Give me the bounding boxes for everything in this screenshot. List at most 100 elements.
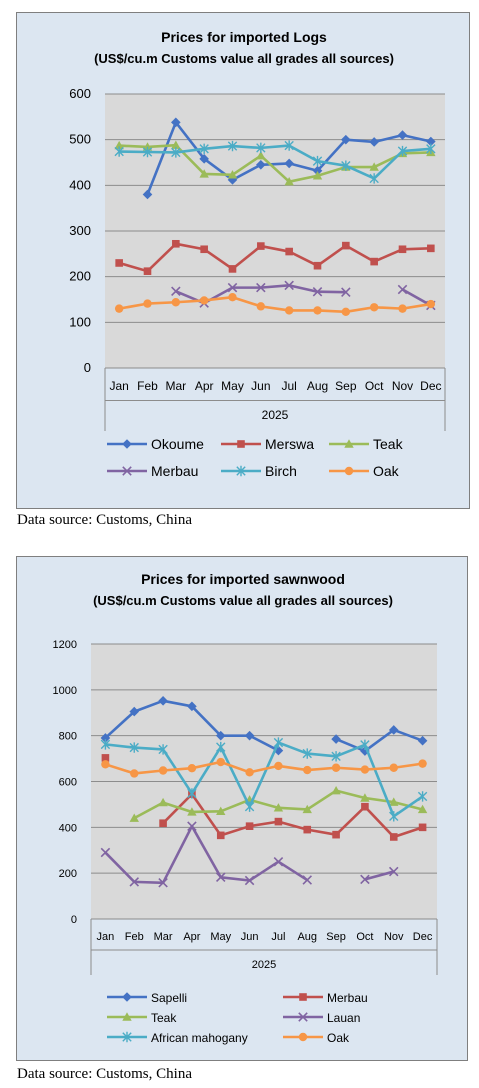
x-tick-label: May [210, 931, 231, 943]
data-point [426, 299, 436, 309]
logs-chart-panel: Prices for imported Logs (US$/cu.m Custom… [16, 12, 470, 509]
legend-entry: African mahogany [107, 1031, 248, 1045]
legend-label: Oak [327, 1031, 350, 1045]
data-point [115, 259, 123, 267]
data-point [342, 241, 350, 250]
data-point [100, 847, 111, 858]
legend-label: Merbau [151, 463, 198, 479]
data-point [388, 866, 399, 877]
data-point [114, 304, 124, 313]
legend-entry: Oak [283, 1031, 350, 1045]
x-tick-label: Jan [97, 931, 115, 943]
data-point [302, 804, 312, 814]
data-point [216, 757, 225, 767]
data-point [273, 803, 284, 812]
series-line [105, 741, 424, 818]
x-tick-label: Mar [165, 379, 186, 393]
data-point [244, 875, 255, 886]
x-tick-label: Aug [297, 931, 317, 943]
legend-marker [298, 1012, 308, 1022]
legend-marker [122, 439, 132, 449]
series-african-mahogany [100, 737, 428, 822]
data-point [312, 165, 323, 176]
series-line [118, 242, 431, 273]
data-point [274, 817, 283, 826]
x-tick-label: Dec [420, 379, 441, 393]
sawnwood-chart: Prices for imported sawnwood (US$/cu.m Cu… [53, 571, 438, 1045]
x-tick-label: Sep [326, 931, 346, 943]
data-point [389, 833, 398, 841]
x-tick-label: Jul [271, 931, 285, 943]
series-birch [114, 140, 436, 184]
legend-label: Lauan [327, 1011, 360, 1025]
series-line [401, 288, 432, 307]
data-point [200, 245, 208, 254]
series-line [105, 760, 423, 775]
data-point [370, 257, 378, 266]
x-tick-label: May [221, 379, 244, 393]
series-merswa [115, 239, 435, 275]
data-point [369, 137, 379, 147]
legend-entry: Oak [329, 463, 400, 479]
x-tick-label: Jan [109, 379, 128, 393]
data-point [101, 760, 110, 769]
data-point [312, 155, 323, 167]
legend-marker [344, 439, 354, 448]
data-point [129, 877, 140, 887]
data-point [215, 730, 226, 741]
data-point [171, 117, 181, 128]
data-point [418, 759, 427, 768]
data-point [199, 296, 209, 305]
y-tick-label: 200 [69, 269, 91, 284]
y-tick-label: 1000 [53, 685, 77, 697]
legend-entry: Birch [221, 463, 297, 479]
data-point [303, 765, 312, 775]
x-tick-label: Feb [137, 379, 158, 393]
data-point [215, 872, 226, 883]
x-tick-label: Nov [384, 931, 404, 943]
series-line [162, 792, 423, 839]
data-point [360, 765, 370, 774]
legend-entry: Okoume [107, 436, 204, 452]
data-point [284, 280, 294, 291]
y-tick-label: 400 [69, 177, 91, 192]
data-point [331, 785, 341, 795]
data-point [171, 147, 181, 158]
x-tick-label: Mar [154, 931, 173, 943]
data-point [158, 878, 168, 888]
data-point [158, 696, 168, 706]
legend-marker [298, 1032, 308, 1042]
data-point [256, 159, 266, 170]
data-point [244, 730, 255, 741]
data-point [369, 303, 379, 312]
data-point [216, 741, 226, 753]
data-point [158, 766, 168, 775]
data-point [284, 176, 294, 186]
y-tick-label: 100 [69, 314, 91, 329]
series-sapelli [100, 696, 428, 756]
data-point [244, 801, 255, 812]
data-point [341, 134, 351, 145]
legend-label: Teak [373, 436, 404, 452]
legend-marker [122, 992, 132, 1002]
y-tick-label: 0 [84, 360, 91, 375]
legend-marker [122, 1031, 132, 1043]
data-point [171, 286, 181, 297]
x-axis-label: 2025 [262, 408, 289, 422]
data-point [216, 831, 225, 840]
data-point [285, 247, 293, 256]
series-line [119, 144, 431, 180]
data-point [199, 169, 209, 178]
data-point [187, 788, 197, 799]
legend-marker [237, 440, 245, 448]
data-point [245, 768, 254, 777]
data-point [256, 150, 266, 160]
data-point [284, 306, 294, 315]
y-tick-label: 0 [71, 914, 77, 926]
data-point [100, 733, 111, 743]
series-line [104, 824, 308, 885]
data-point [100, 739, 111, 750]
legend-marker [236, 465, 246, 477]
data-point [332, 830, 340, 839]
y-tick-label: 600 [69, 86, 91, 101]
